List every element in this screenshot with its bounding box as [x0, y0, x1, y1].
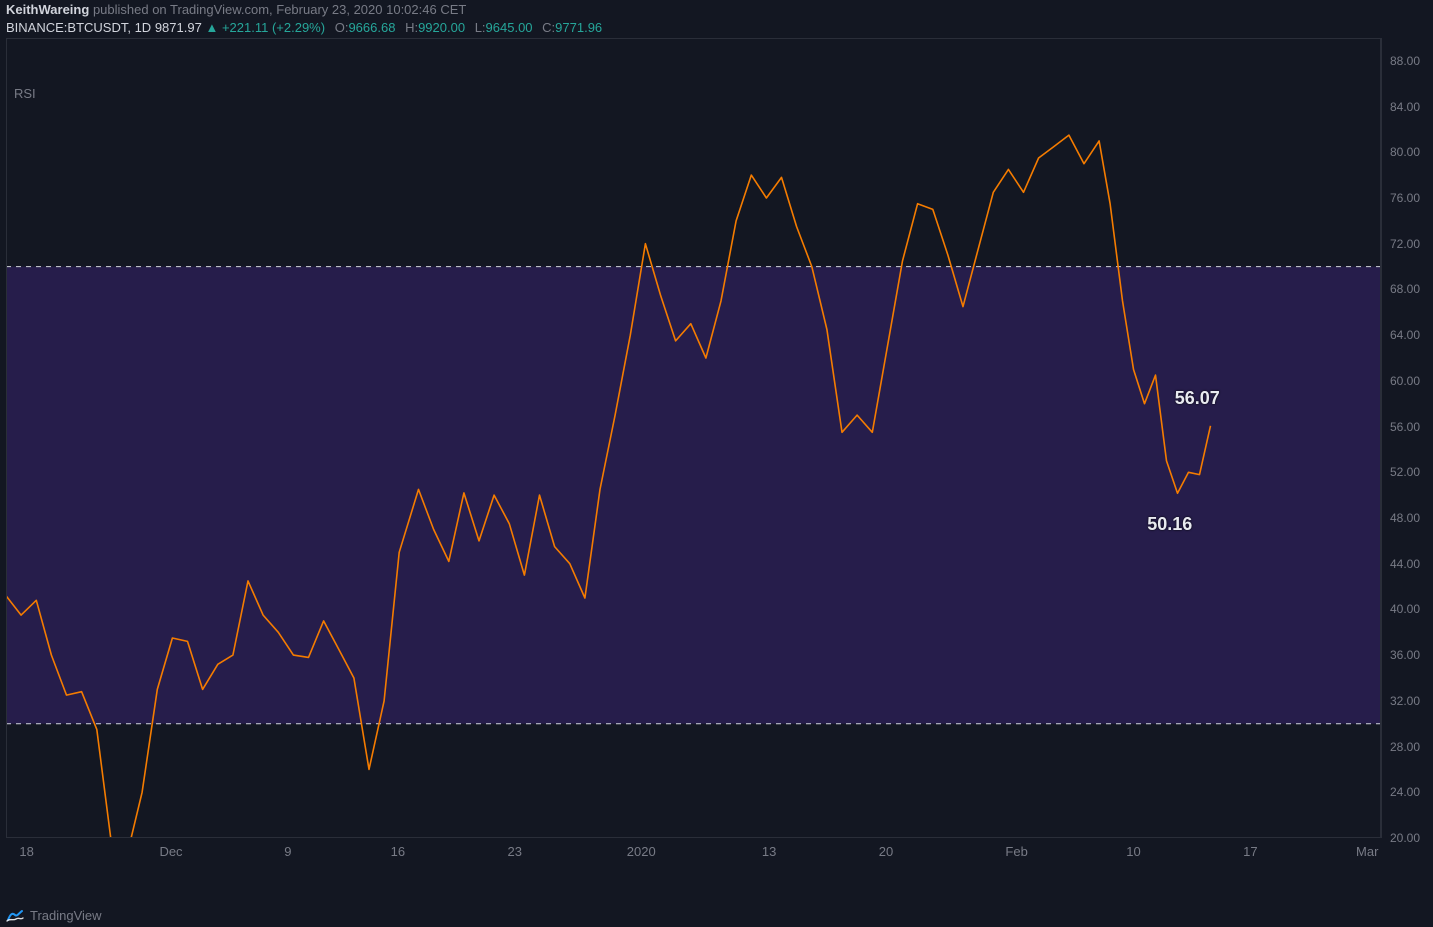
value-annotation: 50.16 [1147, 514, 1192, 535]
close-value: 9771.96 [555, 20, 602, 35]
y-tick: 64.00 [1390, 328, 1420, 342]
y-tick: 44.00 [1390, 557, 1420, 571]
y-tick: 32.00 [1390, 694, 1420, 708]
x-tick: 10 [1126, 844, 1140, 859]
up-arrow-icon: ▲ [205, 20, 218, 35]
x-tick: 18 [19, 844, 33, 859]
y-tick: 36.00 [1390, 648, 1420, 662]
open-label: O: [335, 20, 349, 35]
symbol-label[interactable]: BINANCE:BTCUSDT, 1D [6, 20, 151, 35]
x-tick: 23 [508, 844, 522, 859]
yaxis-separator [1381, 38, 1382, 838]
y-tick: 28.00 [1390, 740, 1420, 754]
ohlc-bar: BINANCE:BTCUSDT, 1D 9871.97 ▲ +221.11 (+… [6, 20, 602, 35]
value-annotation: 56.07 [1175, 388, 1220, 409]
x-tick: Feb [1005, 844, 1027, 859]
plot-border [6, 38, 1381, 838]
y-tick: 68.00 [1390, 282, 1420, 296]
x-tick: 20 [879, 844, 893, 859]
y-tick: 72.00 [1390, 237, 1420, 251]
x-tick: 2020 [627, 844, 656, 859]
y-tick: 40.00 [1390, 602, 1420, 616]
author-name: KeithWareing [6, 2, 89, 17]
y-tick: 60.00 [1390, 374, 1420, 388]
last-price: 9871.97 [155, 20, 202, 35]
chart-pane[interactable]: RSI 20.0024.0028.0032.0036.0040.0044.004… [0, 38, 1433, 893]
y-tick: 88.00 [1390, 54, 1420, 68]
low-label: L: [475, 20, 486, 35]
y-tick: 76.00 [1390, 191, 1420, 205]
y-tick: 80.00 [1390, 145, 1420, 159]
x-tick: 13 [762, 844, 776, 859]
publish-header: KeithWareing published on TradingView.co… [6, 2, 466, 17]
high-label: H: [405, 20, 418, 35]
close-label: C: [542, 20, 555, 35]
x-tick: Dec [159, 844, 182, 859]
y-tick: 24.00 [1390, 785, 1420, 799]
tradingview-logo-icon [6, 909, 24, 923]
low-value: 9645.00 [486, 20, 533, 35]
y-tick: 84.00 [1390, 100, 1420, 114]
high-value: 9920.00 [418, 20, 465, 35]
x-tick: 16 [391, 844, 405, 859]
open-value: 9666.68 [348, 20, 395, 35]
y-tick: 20.00 [1390, 831, 1420, 845]
publish-meta: published on TradingView.com, February 2… [93, 2, 466, 17]
x-tick: Mar [1356, 844, 1378, 859]
chart-root: KeithWareing published on TradingView.co… [0, 0, 1433, 927]
footer-brand[interactable]: TradingView [6, 908, 102, 923]
y-tick: 48.00 [1390, 511, 1420, 525]
x-tick: 9 [284, 844, 291, 859]
x-tick: 17 [1243, 844, 1257, 859]
change-value: +221.11 (+2.29%) [222, 20, 325, 35]
y-tick: 56.00 [1390, 420, 1420, 434]
y-tick: 52.00 [1390, 465, 1420, 479]
x-axis[interactable]: 18Dec9162320201320Feb1017Mar9 [6, 838, 1381, 866]
footer-brand-text: TradingView [30, 908, 102, 923]
